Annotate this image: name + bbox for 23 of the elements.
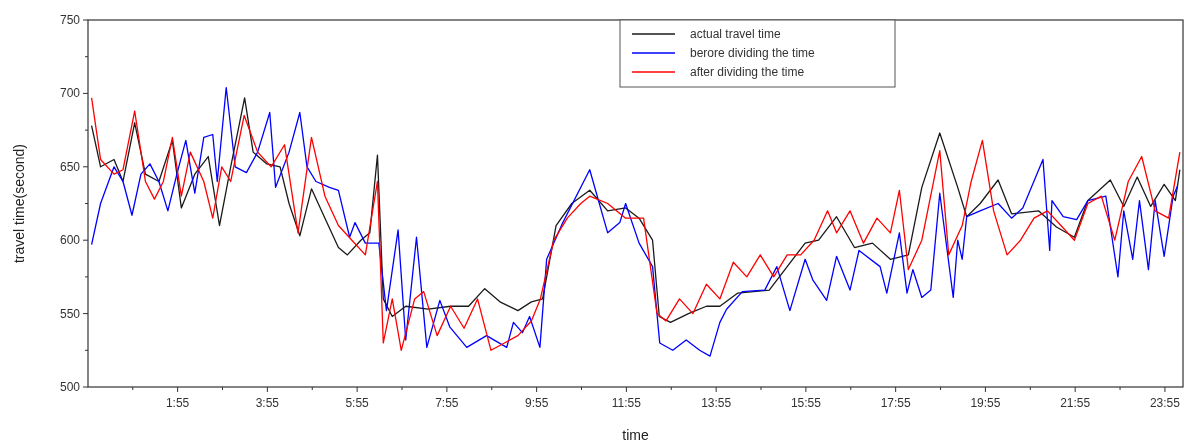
y-tick-label: 600	[59, 233, 81, 248]
y-tick-label: 500	[59, 380, 81, 394]
legend-label: actual travel time	[690, 27, 782, 41]
y-tick-label: 550	[59, 306, 81, 321]
x-tick-label: 1:55	[165, 396, 190, 410]
x-tick-label: 17:55	[880, 396, 911, 410]
y-tick-label: 750	[59, 13, 81, 27]
x-tick-label: 7:55	[435, 396, 459, 410]
x-tick-label: 9:55	[524, 396, 549, 410]
y-tick-label: 700	[59, 86, 81, 101]
x-axis-title: time	[622, 427, 649, 443]
x-tick-label: 11:55	[611, 396, 642, 410]
x-tick-label: 3:55	[255, 396, 280, 410]
legend-label: berore dividing the time	[690, 46, 816, 60]
y-tick-label: 650	[59, 159, 81, 174]
x-tick-label: 23:55	[1149, 396, 1181, 410]
legend-label: after dividing the time	[690, 65, 805, 79]
x-tick-label: 13:55	[701, 396, 732, 410]
x-tick-label: 15:55	[790, 396, 822, 410]
x-tick-label: 21:55	[1060, 396, 1091, 410]
y-axis-title: travel time(second)	[11, 143, 27, 264]
x-tick-label: 5:55	[345, 396, 370, 410]
x-tick-label: 19:55	[970, 396, 1001, 410]
